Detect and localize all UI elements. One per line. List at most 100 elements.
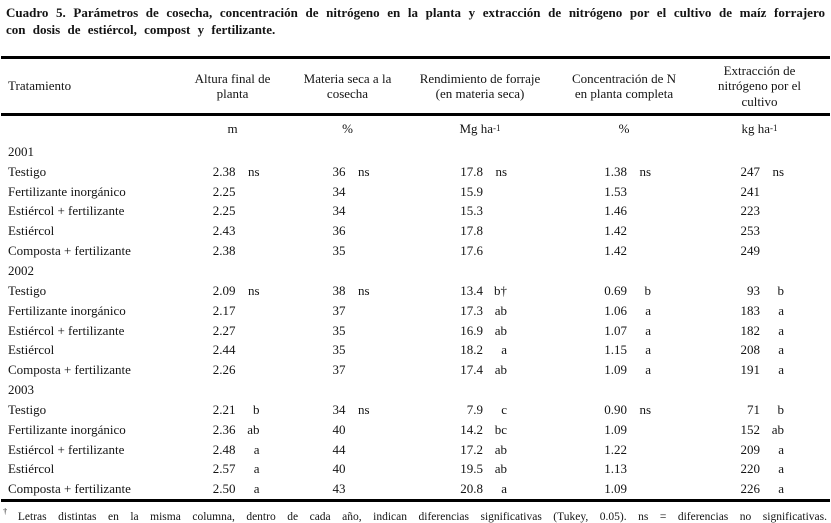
value-number: 44 bbox=[332, 441, 346, 457]
value-cell: 2.38 ns bbox=[170, 164, 295, 180]
value-cell: 2.27 bbox=[170, 323, 295, 339]
column-header-5: Extracción de nitrógeno por el cultivo bbox=[688, 59, 831, 113]
value-number: 40 bbox=[332, 461, 346, 477]
unit-text: Mg ha bbox=[459, 121, 494, 136]
value-number: 43 bbox=[332, 481, 346, 497]
significance-letters: ns bbox=[639, 163, 651, 179]
value-number: 34 bbox=[332, 183, 346, 199]
table-header-rule bbox=[1, 113, 830, 116]
significance-letters: a bbox=[253, 461, 260, 477]
table-row: Fertilizante inorgánico 2.25 34 15.9 1.53 241 bbox=[0, 182, 831, 202]
table-row: Estiércol 2.43 36 17.8 1.42 253 bbox=[0, 221, 831, 241]
value-cell: 34 ns bbox=[295, 402, 400, 418]
table-row: Estiércol + fertilizante 2.48 a 44 17.2 ab 1.2… bbox=[0, 440, 831, 460]
value-cell: 152 ab bbox=[688, 422, 831, 438]
value-cell: 37 bbox=[295, 303, 400, 319]
value-cell: 1.53 bbox=[560, 184, 688, 200]
treatment-cell: Estiércol bbox=[8, 342, 55, 358]
value-number: 182 bbox=[740, 322, 761, 338]
table-units-row: m% Mg ha -1% kg ha -1 bbox=[0, 116, 831, 142]
unit-label-2: % bbox=[295, 116, 400, 142]
table-caption-line1: Cuadro 5. Parámetros de cosecha, concent… bbox=[6, 5, 825, 20]
value-cell: 253 bbox=[688, 223, 831, 239]
significance-letters: ns bbox=[357, 282, 370, 298]
column-header-line: Altura final de bbox=[194, 70, 271, 86]
value-cell: 2.25 bbox=[170, 184, 295, 200]
value-cell: 2.48 a bbox=[170, 442, 295, 458]
value-number: 1.22 bbox=[604, 441, 627, 457]
significance-letters: ns bbox=[357, 163, 370, 179]
significance-letters: ab bbox=[494, 461, 507, 477]
value-number: 35 bbox=[332, 342, 346, 358]
value-number: 37 bbox=[332, 302, 346, 318]
column-header-line: cosecha bbox=[326, 86, 369, 101]
value-number: 13.4 bbox=[460, 282, 483, 298]
value-cell: 16.9 ab bbox=[400, 323, 560, 339]
value-number: 2.27 bbox=[212, 322, 236, 338]
value-number: 2.38 bbox=[212, 243, 236, 259]
value-number: 2.48 bbox=[212, 441, 236, 457]
value-number: 209 bbox=[740, 441, 761, 457]
table-header-row: Tratamiento Altura final de planta Materia … bbox=[0, 59, 831, 113]
column-header-3: Rendimiento de forraje (en materia seca) bbox=[400, 59, 560, 113]
value-cell: 17.4 ab bbox=[400, 362, 560, 378]
value-cell: 208 a bbox=[688, 342, 831, 358]
unit-label-5: kg ha -1 bbox=[688, 116, 831, 142]
table-row: Composta + fertilizante 2.38 35 17.6 1.42 249 bbox=[0, 241, 831, 261]
significance-letters: a bbox=[253, 481, 260, 497]
table-row: Testigo 2.21 b 34 ns 7.9 c 0.90 ns 71 b bbox=[0, 400, 831, 420]
value-cell: 17.2 ab bbox=[400, 442, 560, 458]
year-row: 2003 bbox=[0, 380, 831, 400]
value-cell: 14.2 bc bbox=[400, 422, 560, 438]
significance-letters: ab bbox=[494, 322, 507, 338]
treatment-cell: Composta + fertilizante bbox=[8, 243, 131, 259]
value-cell: 35 bbox=[295, 323, 400, 339]
value-cell: 1.15 a bbox=[560, 342, 688, 358]
significance-letters: a bbox=[778, 322, 784, 338]
significance-letters: b bbox=[777, 401, 785, 417]
treatment-cell: Estiércol bbox=[8, 461, 55, 477]
column-header-line: Rendimiento de forraje bbox=[419, 70, 541, 86]
value-number: 0.90 bbox=[604, 401, 627, 417]
value-number: 1.46 bbox=[604, 203, 627, 219]
column-header-line: cultivo bbox=[741, 93, 778, 109]
value-number: 1.09 bbox=[604, 362, 627, 378]
value-number: 17.4 bbox=[460, 362, 483, 378]
table-caption: Cuadro 5. Parámetros de cosecha, concent… bbox=[0, 0, 831, 56]
significance-letters: ns bbox=[639, 401, 651, 417]
unit-text: m bbox=[227, 121, 238, 136]
value-number: 18.2 bbox=[460, 342, 483, 358]
significance-letters: a bbox=[645, 342, 651, 358]
value-number: 208 bbox=[740, 342, 761, 358]
value-number: 19.5 bbox=[460, 461, 483, 477]
treatment-cell: Composta + fertilizante bbox=[8, 481, 131, 497]
value-number: 2.44 bbox=[212, 342, 236, 358]
value-number: 20.8 bbox=[460, 481, 483, 497]
significance-letters: a bbox=[645, 302, 651, 318]
value-cell: 220 a bbox=[688, 461, 831, 477]
column-header-line: planta bbox=[216, 86, 249, 101]
significance-letters: bc bbox=[494, 421, 507, 437]
value-cell: 2.17 bbox=[170, 303, 295, 319]
value-number: 34 bbox=[332, 401, 346, 417]
unit-text: kg ha bbox=[741, 121, 771, 136]
value-number: 17.8 bbox=[460, 223, 483, 239]
value-cell: 71 b bbox=[688, 402, 831, 418]
value-number: 2.25 bbox=[212, 203, 236, 219]
value-number: 253 bbox=[740, 223, 761, 239]
significance-letters: ns bbox=[247, 163, 260, 179]
value-number: 2.43 bbox=[212, 223, 236, 239]
significance-letters: b bbox=[777, 282, 785, 298]
year-label: 2002 bbox=[8, 262, 34, 278]
value-cell: 1.22 bbox=[560, 442, 688, 458]
value-number: 38 bbox=[332, 282, 346, 298]
value-cell: 1.06 a bbox=[560, 303, 688, 319]
significance-letters: ab bbox=[494, 302, 507, 318]
unit-label-1: m bbox=[170, 116, 295, 142]
value-cell: 0.90 ns bbox=[560, 402, 688, 418]
unit-superscript: -1 bbox=[770, 122, 778, 133]
value-cell: 226 a bbox=[688, 481, 831, 497]
value-number: 2.25 bbox=[212, 183, 236, 199]
unit-superscript: -1 bbox=[493, 122, 501, 133]
